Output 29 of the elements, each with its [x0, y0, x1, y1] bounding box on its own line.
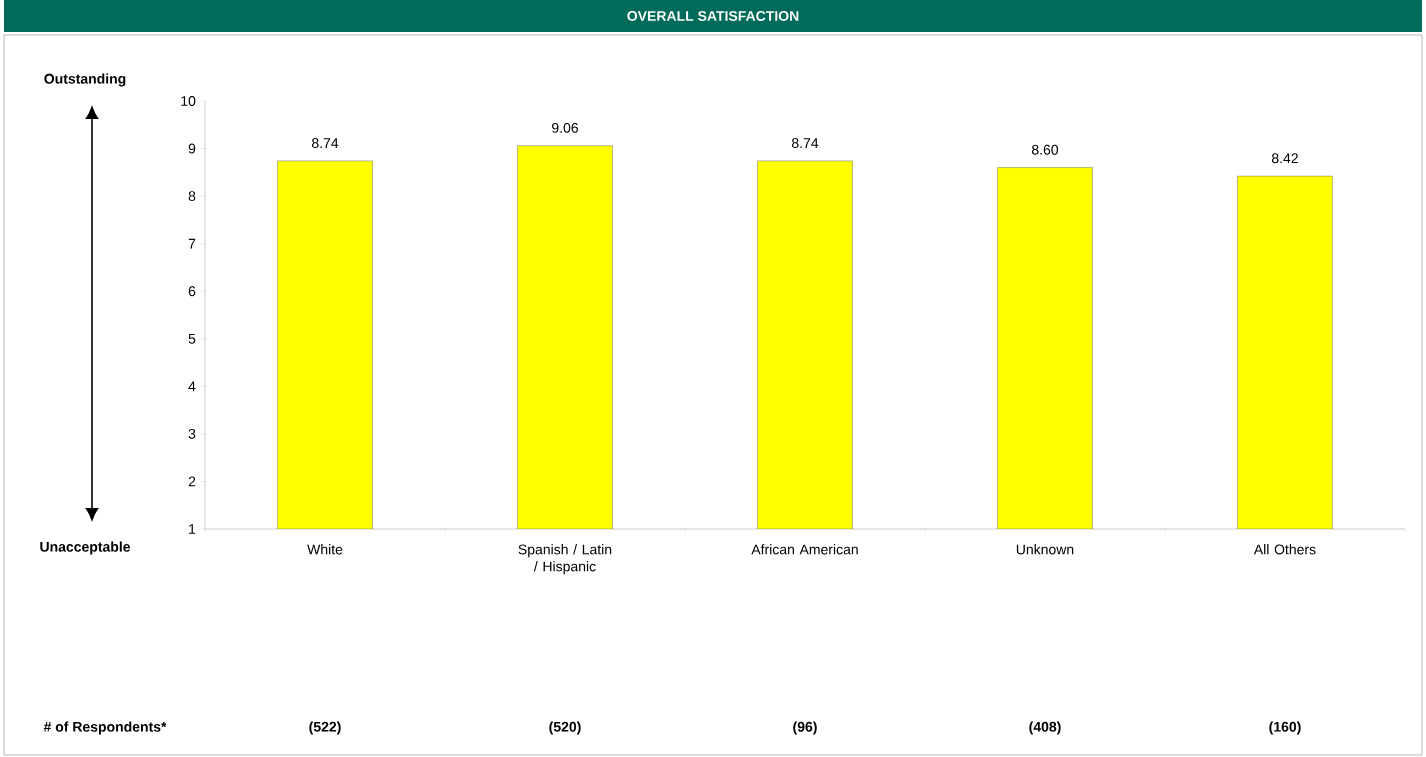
- text: (408): [1029, 721, 1061, 735]
- text: Unacceptable: [40, 541, 131, 555]
- chart-title: OVERALL SATISFACTION: [627, 11, 799, 21]
- data-label: 8.74: [312, 138, 339, 149]
- y-tick-label: 6: [188, 286, 196, 297]
- text: # of Respondents*: [43, 721, 167, 735]
- y-tick-label: 4: [188, 381, 196, 392]
- text: (160): [1269, 721, 1301, 735]
- text: (96): [793, 721, 817, 735]
- y-tick-label: 7: [188, 238, 196, 249]
- x-tick-label: African American: [751, 544, 858, 555]
- x-tick-label: Unknown: [1016, 544, 1074, 555]
- data-label: 8.74: [791, 138, 819, 149]
- x-tick-label: All Others: [1253, 544, 1316, 555]
- x-tick-label: Spanish / Latin / Hispanic: [518, 544, 612, 575]
- text: (520): [549, 721, 581, 735]
- y-tick-label: 8: [188, 191, 196, 202]
- text: (522): [309, 721, 341, 735]
- text: Outstanding: [44, 73, 126, 87]
- y-tick-label: 2: [188, 476, 196, 487]
- data-label: 8.42: [1271, 153, 1298, 164]
- y-tick-label: 1: [189, 524, 196, 534]
- y-tick-label: 10: [181, 96, 196, 106]
- x-tick-label: White: [307, 544, 343, 555]
- y-tick-label: 5: [188, 333, 196, 344]
- data-label: 9.06: [552, 122, 578, 133]
- y-tick-label: 3: [188, 428, 196, 439]
- data-label: 8.60: [1031, 144, 1059, 155]
- y-tick-label: 9: [188, 143, 196, 154]
